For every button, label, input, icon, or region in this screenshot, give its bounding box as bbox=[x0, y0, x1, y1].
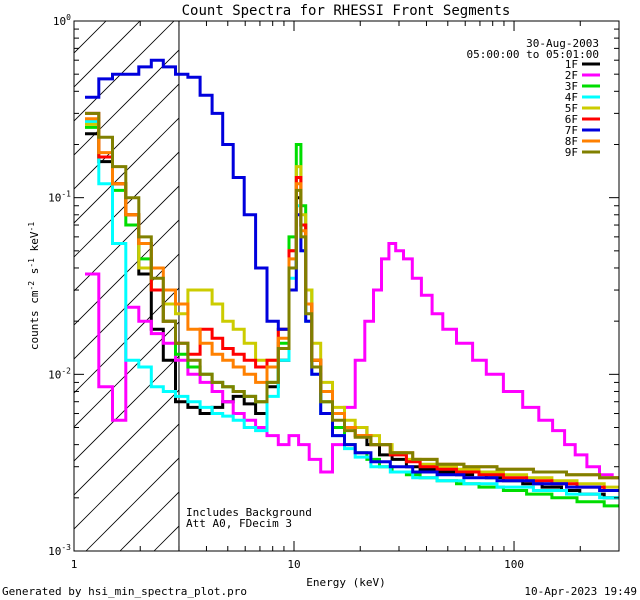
legend-label-2F: 2F bbox=[565, 69, 578, 82]
annotation-attenuator: Att A0, FDecim 3 bbox=[186, 517, 292, 530]
series-line-4F bbox=[85, 120, 619, 500]
hatch-line bbox=[74, 117, 179, 224]
y-tick-labels: 10-3 10-2 10-1 100 bbox=[48, 13, 71, 558]
series-line-7F bbox=[85, 58, 619, 492]
legend-label-8F: 8F bbox=[565, 135, 578, 148]
footer-generated-by: Generated by hsi_min_spectra_plot.pro bbox=[2, 585, 247, 598]
hatch-line bbox=[74, 253, 179, 360]
hatch-line bbox=[74, 389, 179, 496]
hatch-line bbox=[74, 355, 179, 462]
legend-label-4F: 4F bbox=[565, 91, 578, 104]
y-tick-label: 10-3 bbox=[48, 543, 71, 558]
plot-frame bbox=[73, 20, 620, 552]
hatch-line bbox=[74, 287, 179, 394]
chart-title: Count Spectra for RHESSI Front Segments bbox=[182, 3, 511, 19]
hatch-line bbox=[74, 185, 179, 292]
axis-ticks bbox=[73, 20, 620, 552]
y-tick-label: 100 bbox=[53, 13, 71, 28]
annotation-background: Includes Background bbox=[186, 506, 312, 519]
hatch-line bbox=[74, 21, 175, 122]
legend-date: 30-Aug-2003 bbox=[526, 37, 599, 50]
legend-label-9F: 9F bbox=[565, 146, 578, 159]
legend-label-5F: 5F bbox=[565, 102, 578, 115]
hatch-line bbox=[74, 21, 107, 54]
hatch-line bbox=[85, 457, 179, 551]
y-tick-label: 10-2 bbox=[48, 366, 71, 381]
hatch-line bbox=[74, 21, 141, 88]
legend-label-1F: 1F bbox=[565, 58, 578, 71]
hatch-line bbox=[74, 423, 179, 530]
series-group bbox=[85, 58, 619, 508]
x-tick-label: 10 bbox=[287, 558, 300, 571]
x-tick-label: 1 bbox=[71, 558, 78, 571]
y-axis-label: counts cm-2 s-1 keV-1 bbox=[27, 222, 41, 350]
x-tick-labels: 1 10 100 bbox=[71, 558, 524, 571]
legend-label-7F: 7F bbox=[565, 124, 578, 137]
y-tick-label: 10-1 bbox=[48, 190, 71, 205]
legend-label-6F: 6F bbox=[565, 113, 578, 126]
legend-time-range: 05:00:00 to 05:01:00 bbox=[467, 48, 599, 61]
footer-timestamp: 10-Apr-2023 19:49 bbox=[524, 585, 637, 598]
x-axis-label: Energy (keV) bbox=[306, 576, 385, 589]
legend-label-3F: 3F bbox=[565, 80, 578, 93]
series-line-9F bbox=[85, 111, 619, 480]
hatch-line bbox=[74, 49, 179, 156]
x-tick-label: 100 bbox=[504, 558, 524, 571]
hatch-line bbox=[74, 219, 179, 326]
